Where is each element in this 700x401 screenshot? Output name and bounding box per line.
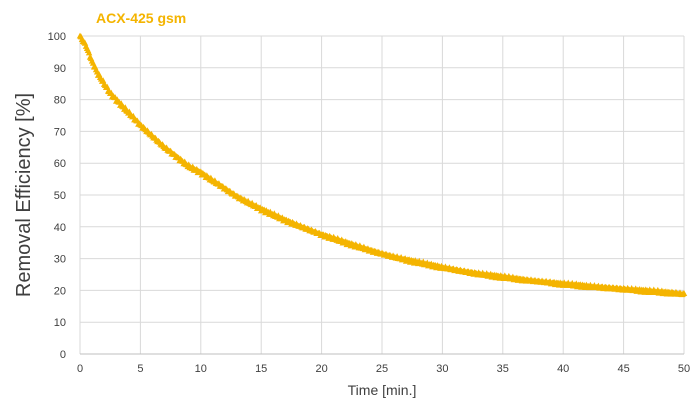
data-point [99,77,107,84]
y-tick-label: 100 [48,31,66,43]
x-tick-label: 50 [678,363,690,375]
x-tick-label: 15 [255,363,267,375]
y-tick-label: 0 [60,349,66,361]
y-tick-label: 90 [54,63,66,75]
x-axis-label: Time [min.] [348,382,417,398]
y-tick-label: 40 [54,222,66,234]
data-point [103,83,111,90]
grid [79,35,685,355]
x-tick-label: 20 [315,363,327,375]
y-tick-label: 20 [54,285,66,297]
x-tick-label: 10 [195,363,207,375]
series-name-label: ACX-425 gsm [96,10,186,26]
x-tick-label: 25 [376,363,388,375]
y-axis-label: Removal Efficiency [%] [13,93,35,297]
x-tick-label: 0 [77,363,83,375]
x-tick-label: 35 [497,363,509,375]
y-tick-label: 70 [54,126,66,138]
y-tick-label: 10 [54,317,66,329]
x-tick-label: 45 [617,363,629,375]
data-point [89,59,97,66]
x-tick-label: 30 [436,363,448,375]
x-tick-label: 40 [557,363,569,375]
data-point [680,289,688,296]
data-point [85,49,93,56]
tick-labels: 0 5 10 15 20 25 30 35 40 45 50 0 10 20 30 40 50 60 70 80 90 1… [48,31,690,375]
y-tick-label: 60 [54,158,66,170]
series-acx-425 [76,32,688,298]
y-tick-label: 80 [54,95,66,107]
y-tick-label: 30 [54,254,66,266]
x-tick-label: 5 [137,363,143,375]
y-tick-label: 50 [54,190,66,202]
